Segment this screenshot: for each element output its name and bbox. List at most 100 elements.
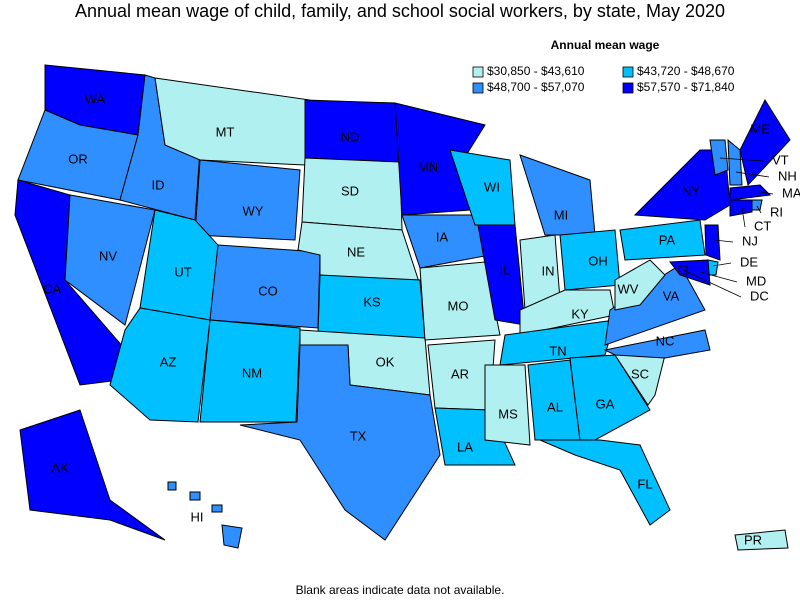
- leader-line: [682, 269, 742, 298]
- state-shape: [189, 491, 201, 501]
- state-label: NJ: [742, 233, 758, 248]
- state-shape: [734, 529, 789, 551]
- state-label: SC: [631, 366, 649, 381]
- state-label: PA: [659, 232, 676, 247]
- legend-label: $30,850 - $43,610: [487, 64, 585, 78]
- map-title: Annual mean wage of child, family, and s…: [75, 1, 725, 21]
- state-label: AK: [51, 460, 69, 475]
- leader-line: [741, 207, 746, 228]
- state-label: DC: [750, 288, 769, 303]
- state-shape: [614, 259, 666, 311]
- legend: $30,850 - $43,610 $43,720 - $48,670 $48,70…: [472, 64, 735, 94]
- state-shape: [729, 199, 753, 217]
- state-shape: [167, 481, 177, 491]
- state-label: FL: [637, 476, 652, 491]
- state-label: KS: [363, 294, 381, 309]
- state-label: WY: [243, 203, 264, 218]
- state-label: UT: [174, 264, 191, 279]
- legend-swatch: [622, 66, 634, 78]
- state-label: MS: [498, 406, 518, 421]
- leader-line: [699, 271, 738, 283]
- state-label: IA: [436, 229, 449, 244]
- state-label: OH: [588, 253, 608, 268]
- legend-label: $57,570 - $71,840: [637, 80, 735, 94]
- state-shape: [633, 149, 731, 221]
- state-label: CT: [754, 218, 771, 233]
- leader-line: [735, 171, 770, 178]
- state-label: HI: [191, 509, 204, 524]
- state-label: NC: [656, 333, 675, 348]
- legend-swatch: [472, 82, 484, 94]
- state-shape: [194, 159, 301, 241]
- leader-line: [712, 262, 732, 267]
- state-label: WA: [85, 91, 106, 106]
- state-label: SD: [341, 183, 359, 198]
- legend-label: $43,720 - $48,670: [637, 64, 735, 78]
- state-shape: [419, 261, 501, 341]
- state-shape: [603, 329, 711, 359]
- state-label: NY: [682, 183, 700, 198]
- state-label: ND: [341, 129, 360, 144]
- footnote: Blank areas indicate data not available.: [296, 583, 505, 597]
- legend-label: $48,700 - $57,070: [487, 80, 585, 94]
- state-label: NE: [347, 244, 365, 259]
- state-shape: [19, 409, 166, 541]
- state-shape: [499, 319, 616, 366]
- state-label: NH: [778, 168, 797, 183]
- state-label: MI: [554, 207, 568, 222]
- legend-swatch: [622, 82, 634, 94]
- state-shape: [239, 344, 441, 541]
- state-label: MO: [448, 298, 469, 313]
- leader-line: [756, 205, 762, 214]
- state-label: CO: [258, 283, 278, 298]
- state-label: VA: [663, 288, 680, 303]
- state-shape: [211, 504, 223, 513]
- leader-line: [759, 191, 774, 195]
- state-shape: [484, 364, 531, 446]
- legend-title: Annual mean wage: [551, 38, 660, 52]
- state-shape: [751, 199, 763, 211]
- state-shape: [519, 154, 596, 236]
- state-label: AR: [451, 366, 469, 381]
- state-label: TX: [350, 428, 367, 443]
- state-label: IN: [542, 263, 555, 278]
- state-label: MT: [216, 124, 235, 139]
- state-shape: [709, 139, 729, 176]
- state-label: PR: [744, 532, 762, 547]
- state-label: GA: [596, 396, 615, 411]
- state-shape: [704, 224, 721, 261]
- state-label: KY: [571, 306, 589, 321]
- state-label: TN: [549, 343, 566, 358]
- state-label: MN: [418, 159, 438, 174]
- state-label: CA: [43, 281, 61, 296]
- state-shape: [64, 194, 156, 326]
- state-label: IL: [500, 262, 511, 277]
- leader-line: [719, 157, 764, 162]
- state-label: VT: [772, 152, 789, 167]
- legend-swatch: [472, 66, 484, 78]
- state-label: LA: [457, 439, 473, 454]
- state-label: WI: [484, 179, 500, 194]
- state-label: WV: [618, 281, 639, 296]
- state-shape: [727, 138, 743, 186]
- state-label: AL: [547, 399, 563, 414]
- state-shape: [519, 289, 616, 336]
- states: [14, 64, 791, 551]
- state-label: ID: [152, 177, 165, 192]
- state-shape: [154, 77, 311, 166]
- state-labels: WA OR CA NV ID MT WY UT CO AZ NM ND SD NE KS OK TX MN IA MO…: [43, 91, 800, 547]
- state-label: RI: [770, 204, 783, 219]
- state-label: NV: [99, 248, 117, 263]
- state-label: DE: [740, 254, 758, 269]
- state-label: OR: [68, 151, 88, 166]
- state-shape: [539, 439, 671, 526]
- state-label: MD: [746, 273, 766, 288]
- state-label: ME: [750, 121, 770, 136]
- state-label: MA: [782, 185, 800, 200]
- state-label: NM: [242, 365, 262, 380]
- state-shape: [569, 354, 651, 441]
- state-label: AZ: [160, 354, 177, 369]
- state-shape: [729, 184, 772, 201]
- state-shape: [221, 524, 243, 549]
